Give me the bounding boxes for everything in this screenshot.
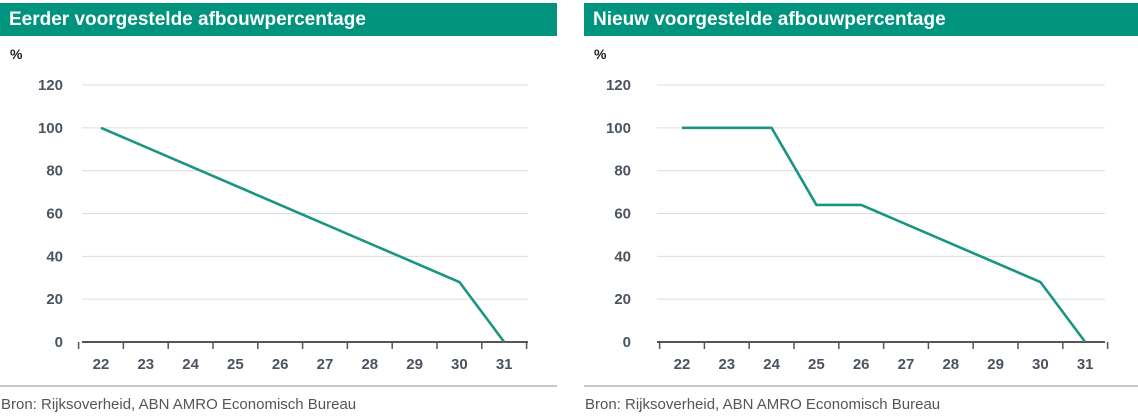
x-tick-label: 23 [718, 356, 735, 373]
x-tick-label: 28 [361, 356, 378, 373]
y-tick-label: 20 [614, 291, 631, 308]
x-tick-label: 26 [272, 356, 289, 373]
series-line [682, 126, 1087, 343]
y-tick-label: 80 [46, 163, 63, 180]
chart-title: Nieuw voorgestelde afbouwpercentage [584, 3, 1138, 36]
y-tick-label: 60 [614, 206, 631, 223]
x-tick-label: 30 [451, 356, 468, 373]
line-chart: 0 20 40 60 80 100 120 22 23 24 25 26 27 28 29 30 31 [606, 77, 1109, 373]
y-tick-label: 40 [614, 248, 631, 265]
source-divider [0, 385, 557, 387]
x-tick-label: 31 [1077, 356, 1094, 373]
y-tick-label: 20 [46, 291, 63, 308]
line-chart: 0 20 40 60 80 100 120 22 23 24 25 26 27 28 29 30 31 [38, 77, 528, 373]
y-tick-label: 0 [55, 334, 63, 351]
chart-panel-right: Nieuw voorgestelde afbouwpercentage % 0 2… [584, 0, 1138, 417]
x-tick-label: 27 [317, 356, 334, 373]
x-tick-label: 25 [808, 356, 825, 373]
y-axis-unit: % [594, 46, 607, 62]
source-divider [584, 385, 1138, 387]
source-note: Bron: Rijksoverheid, ABN AMRO Economisch… [1, 396, 357, 413]
x-tick-label: 29 [987, 356, 1004, 373]
x-tick-label: 27 [898, 356, 915, 373]
x-tick-label: 23 [137, 356, 154, 373]
chart-panel-left: Eerder voorgestelde afbouwpercentage % 0… [0, 0, 557, 417]
y-tick-label: 80 [614, 163, 631, 180]
chart-title: Eerder voorgestelde afbouwpercentage [0, 3, 557, 36]
x-tick-label: 25 [227, 356, 244, 373]
y-tick-label: 100 [38, 120, 63, 137]
y-tick-label: 120 [38, 77, 63, 94]
x-tick-label: 29 [406, 356, 423, 373]
y-tick-label: 40 [46, 248, 63, 265]
x-tick-label: 24 [182, 356, 199, 373]
x-tick-label: 26 [853, 356, 870, 373]
y-tick-label: 100 [606, 120, 631, 137]
x-tick-label: 30 [1032, 356, 1049, 373]
source-note: Bron: Rijksoverheid, ABN AMRO Economisch… [585, 396, 941, 413]
series-line [100, 126, 506, 343]
x-tick-label: 31 [496, 356, 513, 373]
x-tick-label: 28 [942, 356, 959, 373]
y-tick-label: 120 [606, 77, 631, 94]
y-tick-label: 60 [46, 206, 63, 223]
x-tick-label: 22 [93, 356, 110, 373]
y-axis-unit: % [10, 46, 23, 62]
y-tick-label: 0 [623, 334, 631, 351]
x-tick-label: 22 [674, 356, 691, 373]
x-tick-label: 24 [763, 356, 780, 373]
